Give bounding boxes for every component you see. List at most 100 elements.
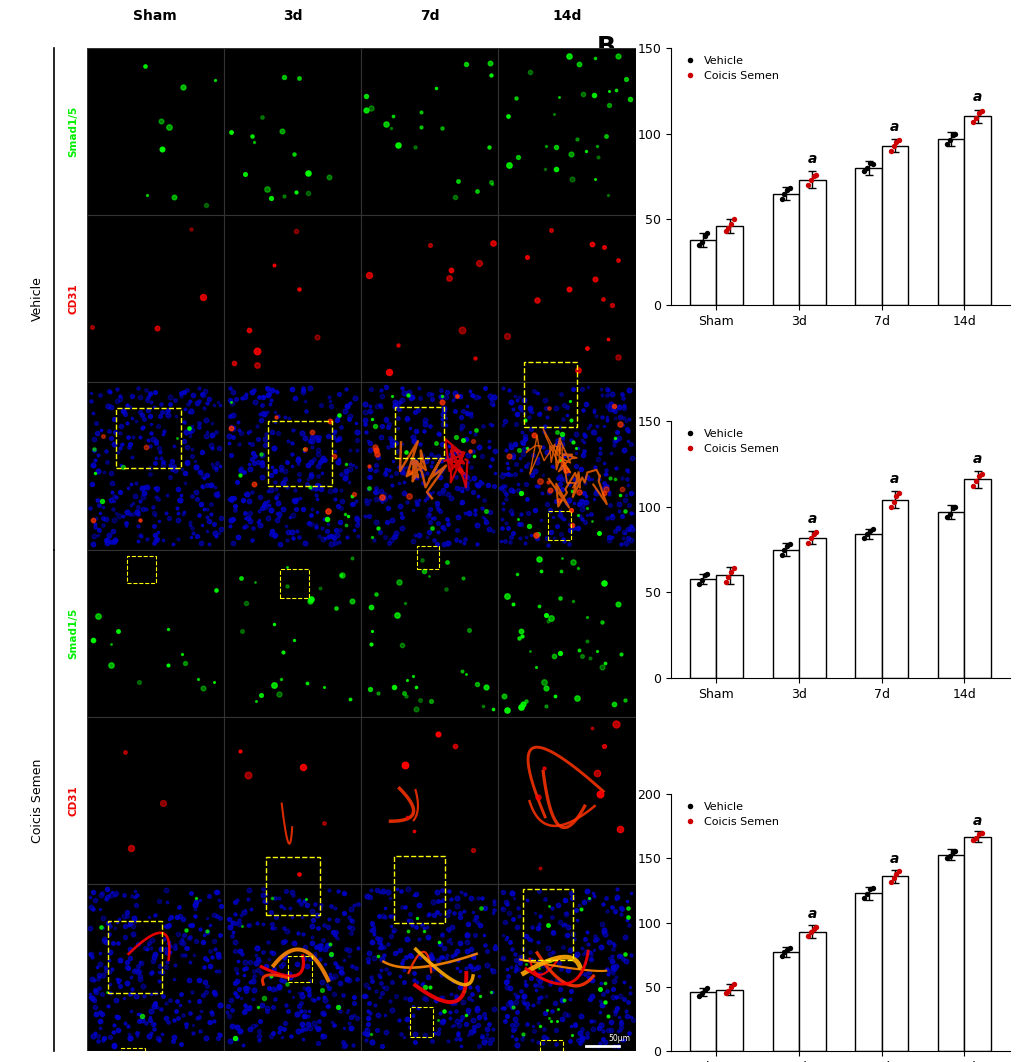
- Point: [805, 526, 821, 543]
- Point: [690, 576, 706, 593]
- Bar: [880, 145, 907, 305]
- Text: a: a: [890, 120, 899, 134]
- Point: [964, 113, 980, 130]
- Text: a: a: [972, 451, 981, 465]
- Point: [964, 832, 980, 849]
- Bar: [87, 48, 224, 216]
- Point: [725, 560, 741, 577]
- Point: [884, 869, 901, 886]
- Text: Sham: Sham: [133, 8, 177, 22]
- Bar: [715, 576, 742, 679]
- Point: [864, 520, 880, 537]
- Bar: [224, 884, 361, 1051]
- Text: B: B: [596, 35, 614, 58]
- Point: [772, 190, 789, 207]
- Point: [855, 529, 871, 546]
- Bar: [689, 992, 715, 1051]
- Text: D: D: [596, 782, 616, 805]
- Point: [696, 228, 712, 245]
- Text: Vehicle: Vehicle: [31, 276, 44, 321]
- Point: [937, 850, 954, 867]
- Point: [970, 104, 986, 121]
- Point: [861, 880, 877, 897]
- Bar: [963, 837, 989, 1051]
- Bar: [880, 876, 907, 1051]
- Point: [890, 862, 906, 879]
- Point: [861, 523, 877, 539]
- Point: [881, 142, 898, 159]
- Point: [699, 565, 715, 582]
- Text: 7d: 7d: [420, 8, 439, 22]
- Text: CD31: CD31: [68, 785, 78, 816]
- Point: [807, 167, 823, 184]
- Bar: [540, 1040, 562, 1062]
- Bar: [361, 884, 498, 1051]
- Point: [693, 234, 709, 251]
- Point: [775, 944, 792, 961]
- Text: C: C: [596, 408, 614, 432]
- Y-axis label: CD31$^+$ cell/mm$^2$: CD31$^+$ cell/mm$^2$: [615, 496, 633, 603]
- Point: [884, 493, 901, 510]
- Point: [772, 546, 789, 563]
- Point: [858, 526, 874, 543]
- Text: merge: merge: [68, 447, 78, 485]
- Point: [725, 211, 741, 228]
- Point: [947, 498, 963, 515]
- Point: [967, 473, 983, 490]
- Legend: Vehicle, Coicis Semen: Vehicle, Coicis Semen: [676, 427, 781, 457]
- Bar: [224, 382, 361, 550]
- Point: [725, 976, 741, 993]
- Point: [864, 879, 880, 896]
- Bar: [87, 550, 224, 717]
- Point: [716, 223, 733, 240]
- Point: [881, 873, 898, 890]
- Bar: [855, 168, 880, 305]
- Point: [972, 824, 988, 841]
- Point: [947, 842, 963, 859]
- Point: [782, 940, 798, 957]
- Bar: [498, 717, 635, 884]
- Bar: [361, 48, 498, 216]
- Text: a: a: [890, 473, 899, 486]
- Point: [775, 185, 792, 202]
- Point: [719, 982, 736, 999]
- Point: [779, 182, 795, 199]
- Point: [775, 542, 792, 559]
- Text: a: a: [807, 152, 816, 166]
- Bar: [121, 1047, 145, 1062]
- Point: [881, 498, 898, 515]
- Point: [716, 573, 733, 590]
- Point: [693, 572, 709, 589]
- Bar: [498, 382, 635, 550]
- Bar: [523, 889, 573, 959]
- Bar: [224, 717, 361, 884]
- Bar: [87, 382, 224, 550]
- Point: [799, 176, 815, 193]
- Bar: [394, 407, 443, 458]
- Text: a: a: [807, 907, 816, 922]
- Point: [972, 103, 988, 120]
- Text: a: a: [972, 90, 981, 104]
- Bar: [287, 956, 312, 982]
- Bar: [798, 931, 824, 1051]
- Point: [696, 567, 712, 584]
- Bar: [361, 550, 498, 717]
- Bar: [689, 240, 715, 305]
- Point: [807, 524, 823, 541]
- Bar: [963, 117, 989, 305]
- Bar: [547, 511, 571, 539]
- Bar: [266, 857, 320, 915]
- Bar: [689, 579, 715, 679]
- Legend: Vehicle, Coicis Semen: Vehicle, Coicis Semen: [676, 800, 781, 829]
- Bar: [224, 550, 361, 717]
- Text: 50μm: 50μm: [607, 1034, 630, 1043]
- Point: [799, 534, 815, 551]
- Point: [722, 564, 739, 581]
- Point: [802, 171, 818, 188]
- Text: CD31: CD31: [68, 284, 78, 314]
- Bar: [937, 512, 963, 679]
- Bar: [361, 717, 498, 884]
- Point: [858, 159, 874, 176]
- Bar: [224, 216, 361, 382]
- Bar: [772, 550, 798, 679]
